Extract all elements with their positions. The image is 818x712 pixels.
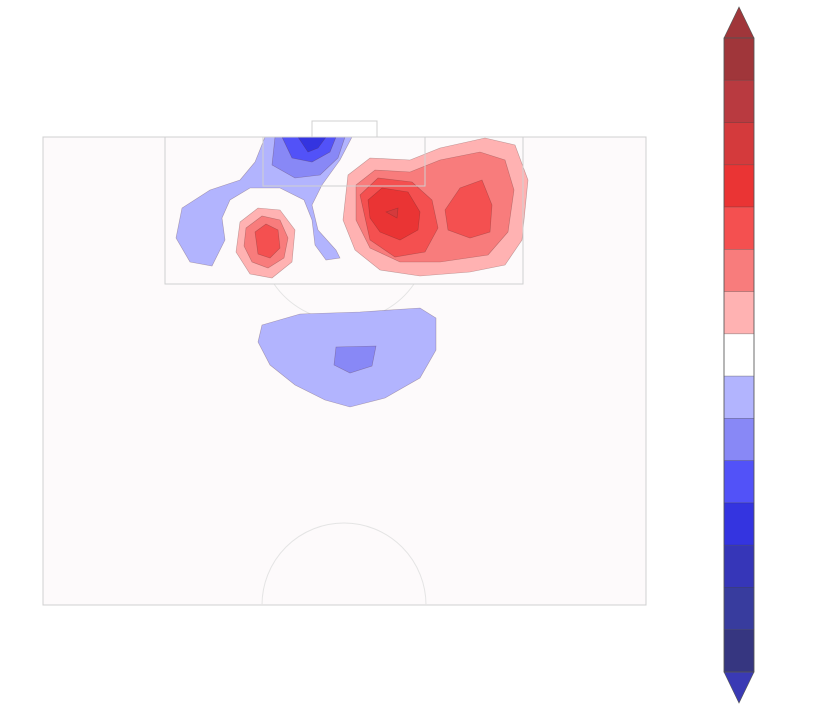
- colorbar-segment: [723, 375, 755, 419]
- colorbar-segment: [723, 164, 755, 208]
- colorbar: [723, 6, 755, 704]
- contour-region: [385, 207, 399, 219]
- colorbar-segment: [723, 333, 755, 377]
- colorbar-extend: [723, 671, 755, 704]
- goal: [311, 120, 378, 138]
- contour-region: [254, 223, 281, 259]
- colorbar-segment: [723, 502, 755, 546]
- center-circle: [261, 522, 427, 606]
- contour-region: [333, 345, 377, 374]
- colorbar-extend: [723, 6, 755, 39]
- colorbar-segment: [723, 206, 755, 250]
- colorbar-segment: [723, 249, 755, 292]
- colorbar-segment: [723, 587, 755, 631]
- six-yard-box: [262, 136, 426, 187]
- colorbar-segment: [723, 122, 755, 166]
- colorbar-segment: [723, 460, 755, 504]
- colorbar-segment: [723, 418, 755, 461]
- pitch-lines: [164, 136, 524, 285]
- contours: [175, 136, 529, 408]
- colorbar-outline: [723, 37, 755, 673]
- colorbar-segment: [723, 291, 755, 335]
- colorbar-segment: [723, 544, 755, 588]
- colorbar-segment: [723, 79, 755, 123]
- colorbar-segment: [723, 37, 755, 81]
- colorbar-segment: [723, 629, 755, 673]
